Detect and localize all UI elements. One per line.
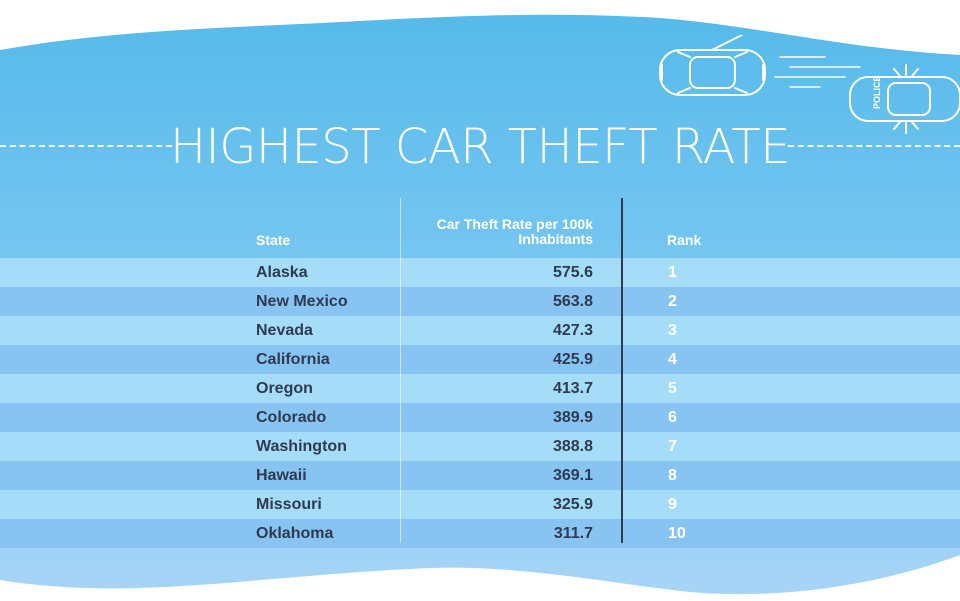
cell-rank: 5 bbox=[668, 380, 677, 397]
cell-state: Oklahoma bbox=[256, 525, 334, 542]
table-row: Washington 388.8 7 bbox=[0, 432, 960, 461]
cell-state: Oregon bbox=[256, 380, 313, 397]
column-divider-right bbox=[621, 198, 623, 543]
cell-rank: 4 bbox=[668, 351, 677, 368]
cell-rank: 10 bbox=[668, 525, 686, 542]
column-header-state: State bbox=[256, 232, 291, 248]
table-row: California 425.9 4 bbox=[0, 345, 960, 374]
car-chase-illustration: POLICE bbox=[659, 35, 960, 134]
table-row: Missouri 325.9 9 bbox=[0, 490, 960, 519]
table-row: Nevada 427.3 3 bbox=[0, 316, 960, 345]
cell-rate: 425.9 bbox=[552, 351, 593, 368]
cell-state: Missouri bbox=[256, 496, 322, 513]
table-row: Alaska 575.6 1 bbox=[0, 258, 960, 287]
cell-state: Nevada bbox=[256, 322, 313, 339]
cell-state: Colorado bbox=[256, 409, 327, 426]
cell-rank: 7 bbox=[668, 438, 677, 455]
cell-state: Washington bbox=[256, 438, 347, 455]
cell-rate: 413.7 bbox=[552, 380, 593, 397]
police-label: POLICE bbox=[872, 75, 882, 109]
cell-rank: 8 bbox=[668, 467, 677, 484]
cell-rate: 369.1 bbox=[552, 467, 593, 484]
cell-rate: 325.9 bbox=[552, 496, 593, 513]
cell-rate: 575.6 bbox=[552, 264, 593, 281]
cell-state: Alaska bbox=[256, 264, 308, 281]
table-row: Colorado 389.9 6 bbox=[0, 403, 960, 432]
cell-state: Hawaii bbox=[256, 467, 307, 484]
police-car-icon bbox=[849, 64, 960, 134]
column-header-rank: Rank bbox=[667, 232, 702, 248]
table-row: Oregon 413.7 5 bbox=[0, 374, 960, 403]
table-row: New Mexico 563.8 2 bbox=[0, 287, 960, 316]
cell-rate: 563.8 bbox=[552, 293, 593, 310]
cell-state: New Mexico bbox=[256, 293, 348, 310]
cell-rank: 1 bbox=[668, 264, 677, 281]
cell-rank: 3 bbox=[668, 322, 677, 339]
title-dash-left bbox=[0, 145, 172, 147]
speed-lines bbox=[774, 56, 861, 88]
cell-rate: 427.3 bbox=[552, 322, 593, 339]
title-dash-right bbox=[788, 145, 960, 147]
cell-rate: 389.9 bbox=[552, 409, 593, 426]
table-row: Oklahoma 311.7 10 bbox=[0, 519, 960, 548]
column-header-rate: Car Theft Rate per 100k Inhabitants bbox=[436, 216, 593, 247]
cell-rank: 6 bbox=[668, 409, 677, 426]
table-row: Hawaii 369.1 8 bbox=[0, 461, 960, 490]
car-outline-icon bbox=[659, 35, 766, 96]
column-divider-left bbox=[400, 198, 401, 543]
cell-rate: 311.7 bbox=[553, 525, 593, 542]
cell-rank: 9 bbox=[668, 496, 677, 513]
cell-rate: 388.8 bbox=[552, 438, 593, 455]
cell-rank: 2 bbox=[668, 293, 677, 310]
page-title: HIGHEST CAR THEFT RATE bbox=[169, 119, 791, 175]
cell-state: California bbox=[256, 351, 330, 368]
